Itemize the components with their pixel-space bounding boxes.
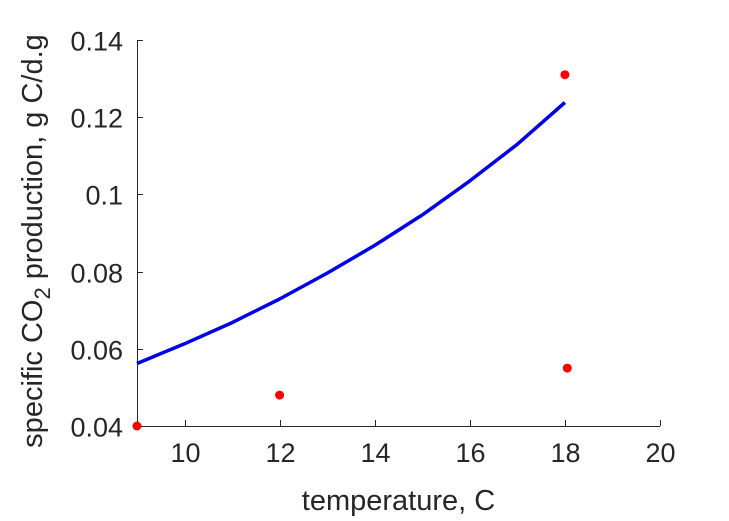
y-tick-label: 0.14 xyxy=(70,27,123,57)
y-axis-label: specific CO2 production, g C/d.g xyxy=(17,34,55,448)
y-axis-label-subscript: 2 xyxy=(30,287,55,299)
y-tick-label: 0.06 xyxy=(70,336,123,366)
data-point xyxy=(560,70,570,80)
x-ticks: 10 12 14 16 18 20 xyxy=(170,420,676,468)
x-tick-label: 12 xyxy=(265,438,295,468)
plot-series xyxy=(132,70,572,431)
model-curve-line xyxy=(136,101,567,366)
y-tick-label: 0.04 xyxy=(70,413,123,443)
x-tick-label: 10 xyxy=(170,438,200,468)
x-tick-label: 14 xyxy=(360,438,390,468)
axes xyxy=(137,40,660,427)
y-tick-label: 0.12 xyxy=(70,104,123,134)
data-point xyxy=(562,363,572,373)
y-tick-label: 0.08 xyxy=(70,259,123,289)
y-ticks: 0.04 0.06 0.08 0.1 0.12 0.14 xyxy=(70,27,143,443)
y-axis-label-prefix: specific CO xyxy=(17,300,49,448)
x-axis-label: temperature, C xyxy=(302,485,495,517)
y-axis-label-suffix: production, g C/d.g xyxy=(17,34,49,287)
x-tick-label: 18 xyxy=(550,438,580,468)
data-point xyxy=(275,390,285,400)
x-tick-label: 20 xyxy=(645,438,675,468)
data-point xyxy=(132,421,142,431)
y-tick-label: 0.1 xyxy=(85,181,123,211)
x-tick-label: 16 xyxy=(455,438,485,468)
